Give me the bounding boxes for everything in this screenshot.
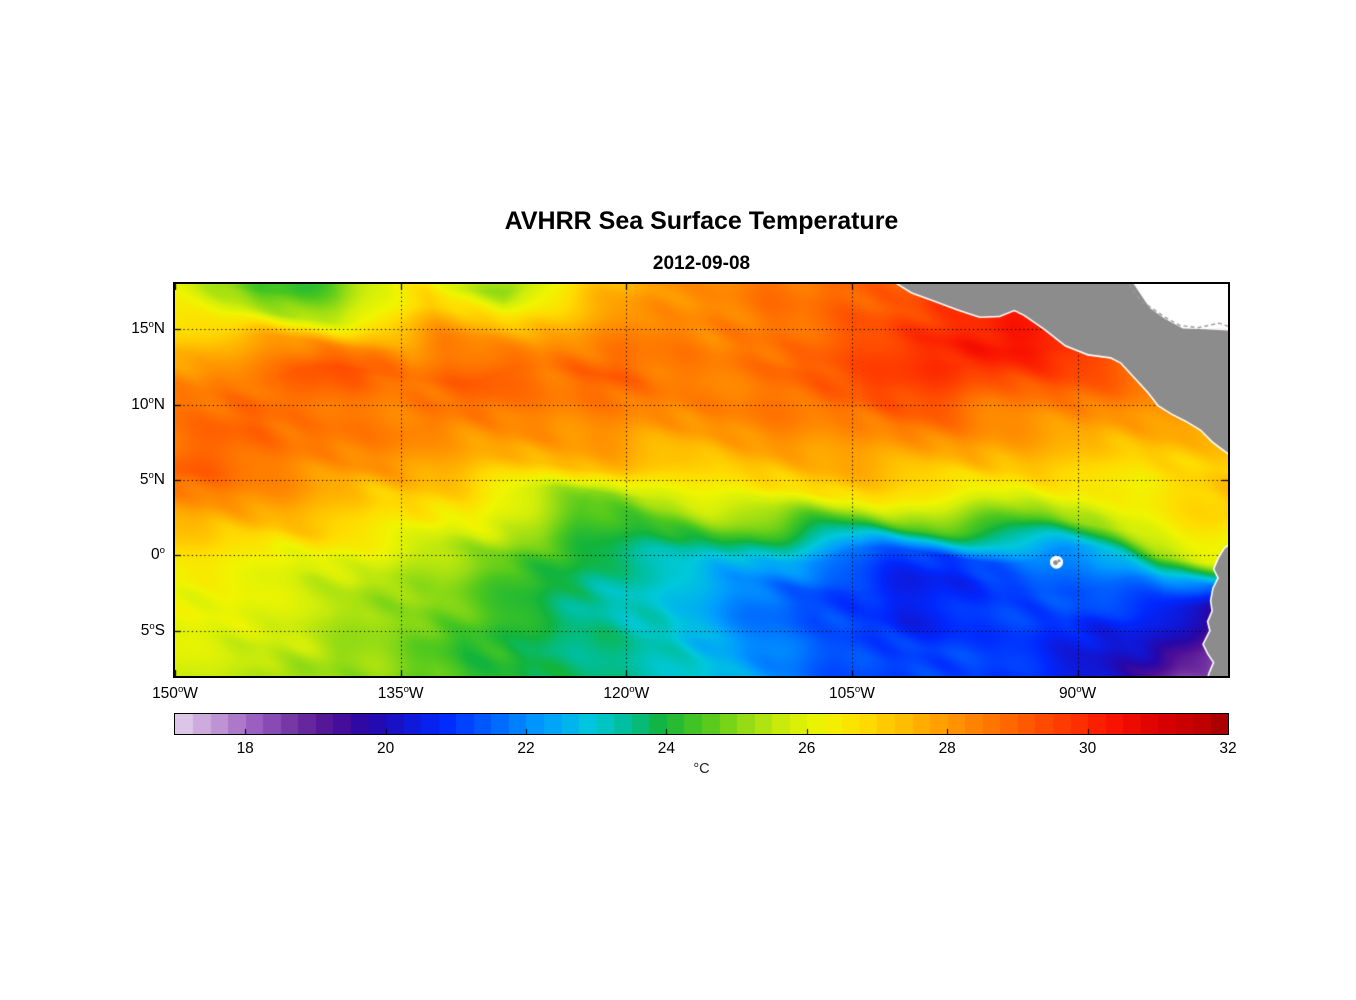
- x-tick-label: 120oW: [603, 683, 650, 702]
- colorbar-canvas: [175, 714, 1228, 734]
- sst-map-canvas: [175, 284, 1228, 676]
- y-tick-label: 0o: [151, 545, 165, 564]
- map-plot-area: [173, 282, 1230, 678]
- colorbar-tick-label: 32: [1219, 740, 1237, 757]
- colorbar-tick-label: 28: [938, 740, 956, 757]
- colorbar-tick-label: 30: [1078, 740, 1097, 757]
- chart-date-subtitle: 2012-09-08: [652, 253, 751, 274]
- colorbar-unit-label: °C: [693, 761, 710, 777]
- chart-title: AVHRR Sea Surface Temperature: [504, 207, 899, 235]
- y-tick-label: 5oN: [139, 469, 165, 488]
- colorbar-tick-label: 22: [517, 740, 535, 757]
- x-tick-label: 90oW: [1058, 683, 1097, 702]
- x-tick-label: 150oW: [152, 683, 198, 702]
- colorbar-tick-label: 26: [798, 740, 816, 757]
- colorbar: [174, 713, 1229, 735]
- colorbar-tick-label: 24: [657, 740, 676, 757]
- x-tick-label: 105oW: [828, 683, 875, 702]
- colorbar-tick-label: 20: [376, 740, 395, 757]
- colorbar-tick-label: 18: [236, 740, 254, 757]
- y-tick-label: 15oN: [131, 319, 165, 338]
- y-tick-label: 5oS: [140, 620, 165, 639]
- x-tick-label: 135oW: [377, 683, 424, 702]
- y-tick-label: 10oN: [131, 394, 165, 413]
